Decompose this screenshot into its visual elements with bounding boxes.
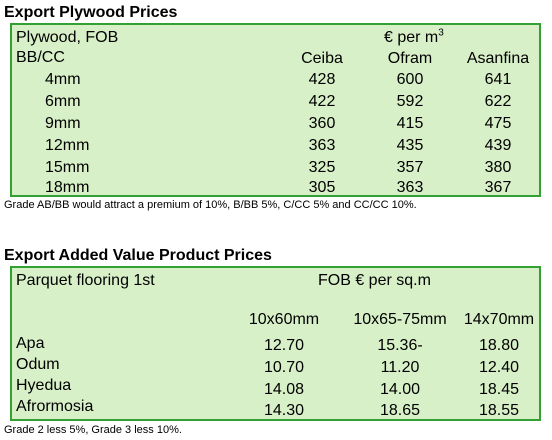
parquet-header-grade: Parquet flooring 1st bbox=[16, 272, 155, 289]
plywood-currency-exp: 3 bbox=[438, 27, 444, 39]
plywood-cell: 363 bbox=[396, 179, 424, 196]
parquet-cell: 12.40 bbox=[478, 359, 520, 376]
plywood-cell: 592 bbox=[396, 93, 424, 110]
plywood-cell: 622 bbox=[484, 93, 512, 110]
parquet-note: Grade 2 less 5%, Grade 3 less 10%. bbox=[4, 424, 182, 436]
plywood-cell: 475 bbox=[484, 115, 512, 132]
plywood-row-size: 4mm bbox=[45, 71, 81, 88]
plywood-row-size: 12mm bbox=[45, 137, 90, 154]
plywood-row-size: 18mm bbox=[45, 179, 90, 196]
parquet-row-species: Afrormosia bbox=[16, 398, 94, 415]
plywood-currency-prefix: € per m bbox=[384, 29, 439, 46]
plywood-row-size: 9mm bbox=[45, 115, 81, 132]
plywood-cell: 641 bbox=[484, 71, 512, 88]
parquet-row-species: Hyedua bbox=[16, 377, 72, 394]
plywood-col-ofram: Ofram bbox=[387, 50, 433, 67]
parquet-cell: 18.65 bbox=[379, 402, 421, 419]
plywood-cell: 415 bbox=[396, 115, 424, 132]
parquet-cell: 14.08 bbox=[263, 381, 305, 398]
plywood-cell: 357 bbox=[396, 159, 424, 176]
plywood-cell: 380 bbox=[484, 159, 512, 176]
parquet-cell: 15.36- bbox=[377, 337, 423, 354]
added-value-title: Export Added Value Product Prices bbox=[4, 247, 272, 264]
parquet-cell: 18.80 bbox=[478, 337, 520, 354]
parquet-col-14x70: 14x70mm bbox=[463, 311, 535, 328]
plywood-row-size: 6mm bbox=[45, 93, 81, 110]
parquet-cell: 10.70 bbox=[263, 359, 305, 376]
parquet-cell: 14.30 bbox=[263, 402, 305, 419]
plywood-cell: 367 bbox=[484, 179, 512, 196]
parquet-row-species: Odum bbox=[16, 356, 60, 373]
plywood-cell: 428 bbox=[308, 71, 336, 88]
plywood-title: Export Plywood Prices bbox=[4, 4, 178, 21]
plywood-cell: 422 bbox=[308, 93, 336, 110]
plywood-note: Grade AB/BB would attract a premium of 1… bbox=[4, 199, 417, 211]
plywood-cell: 305 bbox=[308, 179, 336, 196]
plywood-currency: € per m3 bbox=[384, 27, 444, 47]
plywood-header-fob: Plywood, FOB bbox=[16, 29, 119, 46]
parquet-header-currency: FOB € per sq.m bbox=[318, 272, 431, 289]
parquet-table: Parquet flooring 1st FOB € per sq.m 10x6… bbox=[10, 266, 541, 421]
parquet-cell: 18.55 bbox=[478, 402, 520, 419]
parquet-row-species: Apa bbox=[16, 335, 45, 352]
plywood-header-grade: BB/CC bbox=[16, 49, 65, 66]
plywood-cell: 363 bbox=[308, 137, 336, 154]
parquet-col-10x60: 10x60mm bbox=[248, 311, 320, 328]
parquet-cell: 11.20 bbox=[380, 359, 420, 376]
plywood-row-size: 15mm bbox=[45, 159, 90, 176]
parquet-cell: 14.00 bbox=[379, 381, 421, 398]
parquet-cell: 12.70 bbox=[263, 337, 305, 354]
plywood-cell: 360 bbox=[308, 115, 336, 132]
plywood-cell: 435 bbox=[396, 137, 424, 154]
plywood-cell: 439 bbox=[484, 137, 512, 154]
plywood-col-asanfina: Asanfina bbox=[466, 50, 530, 67]
plywood-cell: 600 bbox=[396, 71, 424, 88]
plywood-cell: 325 bbox=[308, 159, 336, 176]
plywood-col-ceiba: Ceiba bbox=[301, 50, 343, 67]
plywood-table: Plywood, FOB BB/CC € per m3 Ceiba Ofram … bbox=[10, 23, 541, 197]
parquet-cell: 18.45 bbox=[478, 381, 520, 398]
parquet-col-10x65-75: 10x65-75mm bbox=[353, 311, 447, 328]
